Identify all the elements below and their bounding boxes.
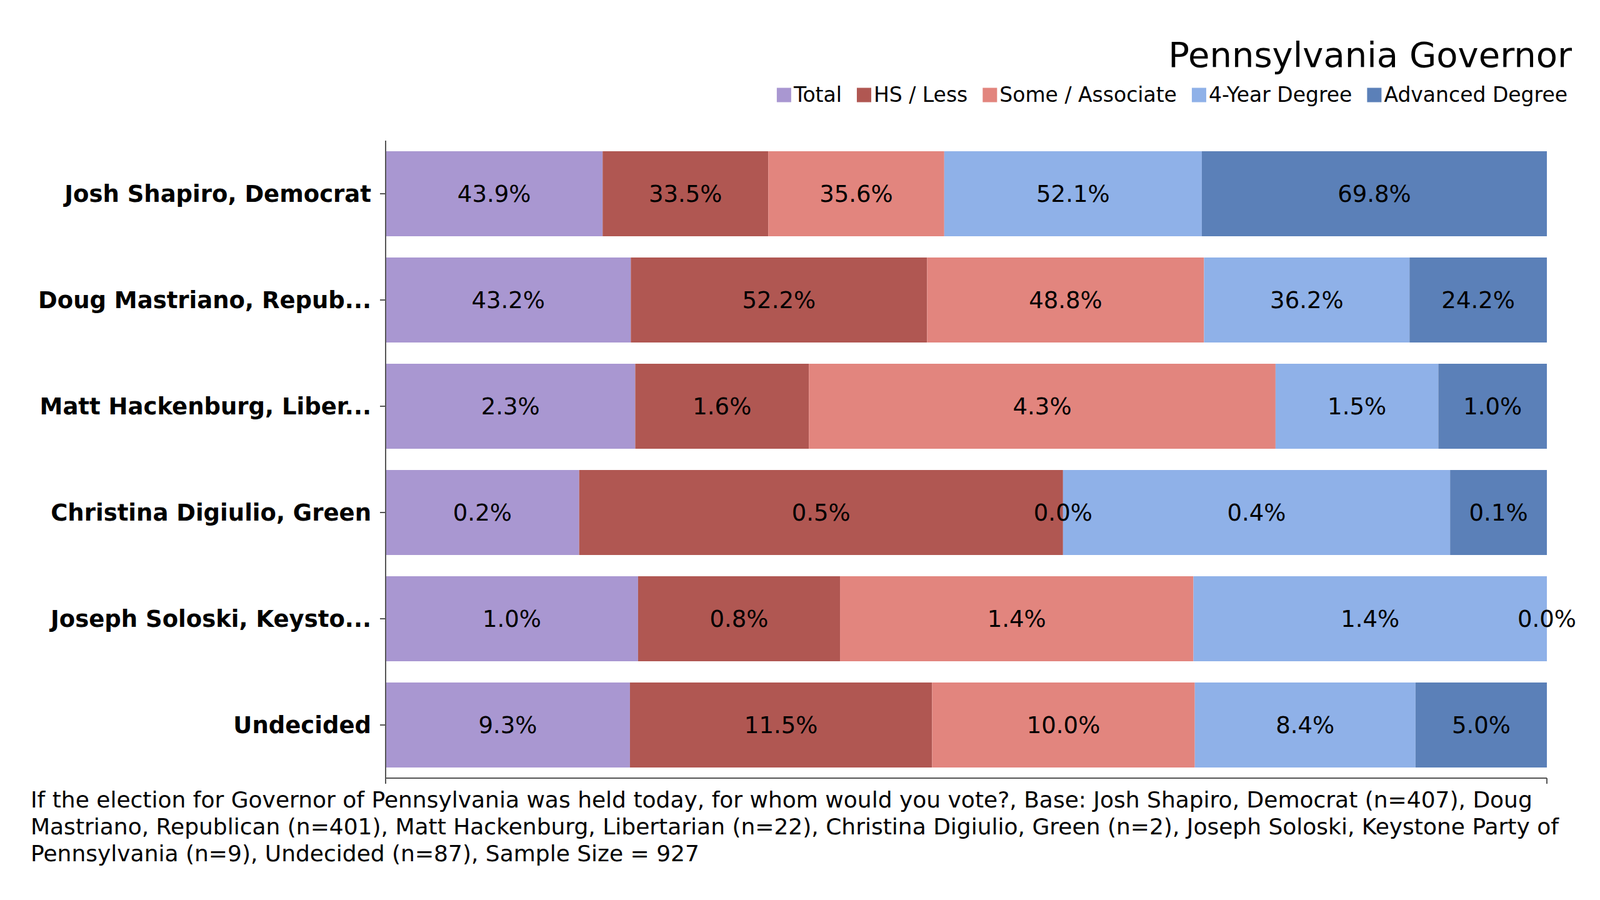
data-label: 0.0%	[1033, 499, 1093, 527]
bar-segment	[1193, 576, 1547, 662]
data-label: 1.0%	[1463, 393, 1522, 420]
data-label: 1.6%	[692, 393, 752, 420]
bars	[385, 151, 1547, 768]
data-label: 69.8%	[1337, 180, 1412, 208]
category-label: Matt Hackenburg, Liber...	[40, 393, 372, 420]
bar-segment	[1195, 682, 1416, 768]
y-axis	[385, 140, 387, 779]
bar-segment	[385, 257, 631, 343]
bar-segment	[931, 682, 1195, 768]
bar-segment	[630, 682, 932, 768]
category-tick	[380, 511, 386, 514]
data-label: 8.4%	[1275, 711, 1335, 739]
category-tick	[380, 618, 386, 620]
bar-segment	[1063, 470, 1450, 555]
legend-label: HS / Less	[873, 82, 968, 107]
data-label: 2.3%	[481, 393, 540, 420]
data-labels: 43.9% 33.5% 35.6% 52.1% 69.8% 43.2% 52.2% 48.8%…	[453, 180, 1577, 739]
bar-segment	[944, 151, 1202, 237]
bar-segment	[385, 682, 630, 768]
x-axis-end	[1546, 778, 1548, 784]
data-label: 0.5%	[791, 499, 851, 527]
bar-segment	[1201, 151, 1547, 237]
data-label: 36.2%	[1270, 286, 1344, 314]
bar-segment	[1203, 257, 1410, 343]
data-label: 1.5%	[1327, 393, 1387, 420]
x-axis-end	[385, 778, 387, 784]
legend-swatch	[982, 88, 997, 103]
chart: Pennsylvania Governor Advanced Degree 4-Ye…	[0, 0, 1600, 900]
data-label: 5.0%	[1451, 711, 1511, 739]
data-label: 1.4%	[987, 605, 1047, 633]
data-label: 0.0%	[1517, 605, 1577, 633]
data-label: 4.3%	[1013, 393, 1072, 420]
bar-segment	[1438, 363, 1547, 449]
bar-segment	[385, 576, 639, 662]
category-label: Christina Digiulio, Green	[50, 499, 372, 527]
legend-swatch	[776, 88, 792, 103]
data-label: 48.8%	[1028, 286, 1103, 314]
bar-segment	[385, 363, 635, 449]
data-label: 11.5%	[744, 711, 819, 739]
bar-segment	[385, 151, 603, 237]
bar-segment	[630, 257, 927, 343]
data-label: 52.2%	[742, 286, 817, 314]
data-label: 0.8%	[709, 605, 769, 633]
data-label: 35.6%	[819, 180, 894, 208]
bar-segment	[602, 151, 769, 237]
data-label: 24.2%	[1441, 286, 1515, 314]
data-label: 1.4%	[1340, 605, 1400, 633]
category-label: Josh Shapiro, Democrat	[62, 180, 372, 208]
category-tick	[380, 299, 386, 301]
footnote: If the election for Governor of Pennsylv…	[30, 786, 1581, 867]
category-label: Joseph Soloski, Keysto...	[48, 605, 372, 633]
bar-segment	[1275, 363, 1439, 449]
data-label: 33.5%	[648, 180, 723, 208]
bar-segment	[840, 576, 1194, 662]
category-tick	[380, 724, 386, 726]
data-label: 10.0%	[1026, 711, 1101, 739]
legend-swatch	[856, 88, 872, 103]
bar-segment	[926, 257, 1204, 343]
category-tick	[380, 193, 386, 195]
bar-segment	[579, 470, 1064, 555]
category-tick	[380, 405, 386, 407]
legend-swatch	[1366, 88, 1382, 103]
category-label: Undecided	[233, 711, 372, 739]
data-label: 43.9%	[457, 180, 532, 208]
category-label: Doug Mastriano, Repub...	[38, 286, 372, 314]
legend-label: Some / Associate	[999, 82, 1177, 107]
data-label: 52.1%	[1036, 180, 1110, 208]
data-label: 9.3%	[478, 711, 537, 739]
legend-label: Advanced Degree	[1383, 82, 1568, 107]
legend-swatch	[1191, 88, 1207, 103]
bar-segment	[1409, 257, 1547, 343]
data-label: 1.0%	[482, 605, 542, 633]
bar-segment	[808, 363, 1276, 449]
title: Pennsylvania Governor	[1168, 34, 1573, 75]
legend-label: 4-Year Degree	[1208, 82, 1352, 107]
data-label: 43.2%	[471, 286, 545, 314]
data-label: 0.2%	[453, 499, 512, 527]
bar-segment	[768, 151, 945, 237]
x-axis	[385, 777, 1547, 779]
bar-segment	[635, 363, 809, 449]
bar-segment	[1415, 682, 1547, 768]
legend-label: Total	[793, 82, 842, 107]
data-label: 0.4%	[1227, 499, 1287, 527]
data-label: 0.1%	[1469, 499, 1529, 527]
bar-segment	[385, 470, 580, 555]
bar-segment	[638, 576, 840, 662]
bar-segment	[1450, 470, 1547, 555]
